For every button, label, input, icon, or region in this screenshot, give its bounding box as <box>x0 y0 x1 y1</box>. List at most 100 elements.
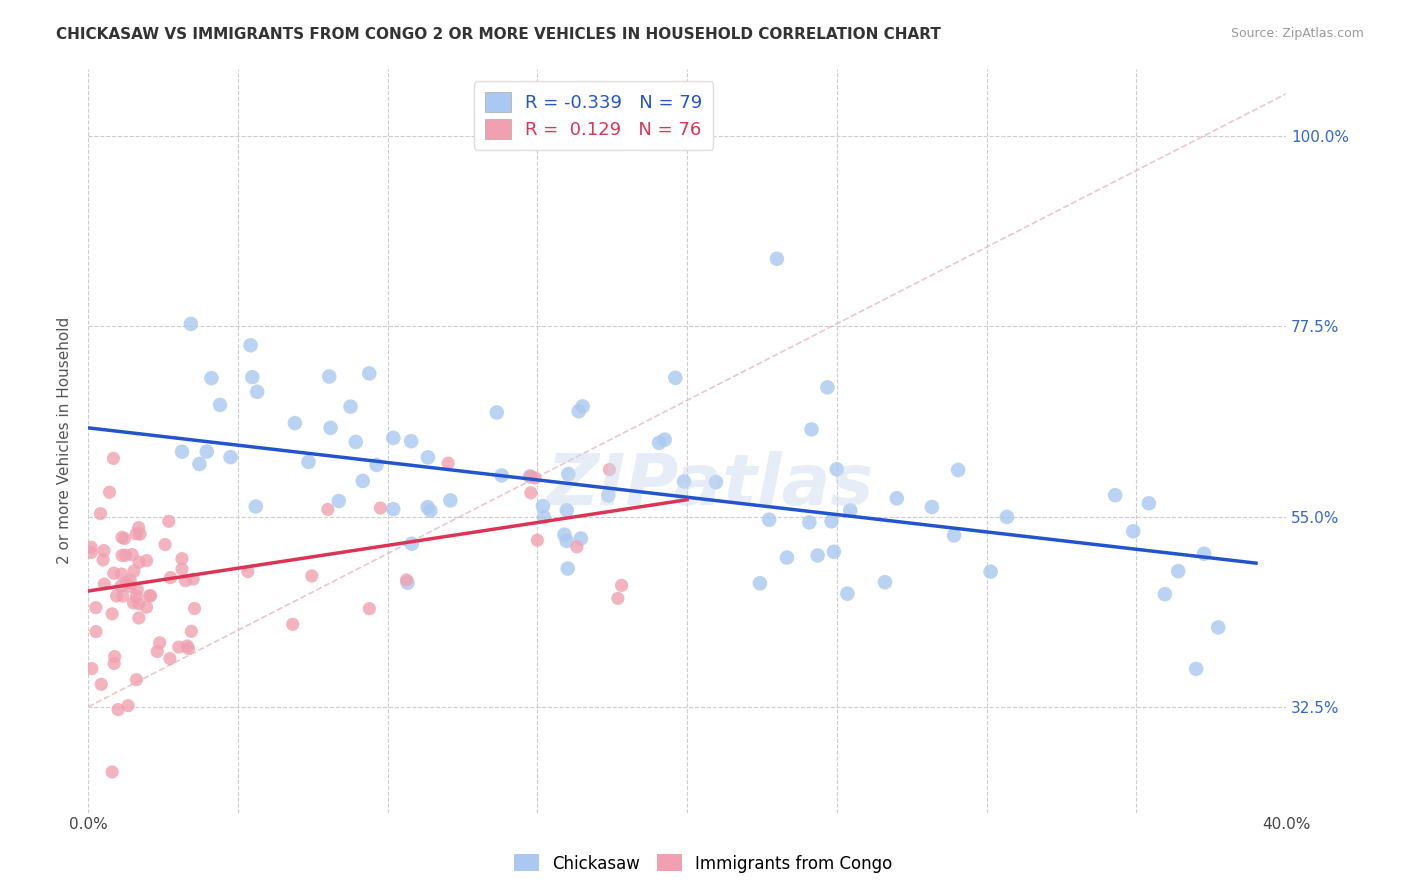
Point <box>114 548 136 562</box>
Point <box>598 462 620 476</box>
Point <box>138 589 160 603</box>
Point <box>366 458 388 472</box>
Point <box>180 317 202 331</box>
Point <box>104 649 127 664</box>
Point <box>246 384 269 399</box>
Point <box>946 463 969 477</box>
Point <box>648 435 671 450</box>
Point <box>101 607 124 621</box>
Point <box>520 469 543 483</box>
Point <box>125 526 148 541</box>
Point <box>526 533 548 548</box>
Point <box>284 416 307 430</box>
Point <box>115 575 138 590</box>
Point <box>519 469 541 483</box>
Point <box>107 703 129 717</box>
Point <box>209 398 232 412</box>
Point <box>820 514 842 528</box>
Point <box>318 369 340 384</box>
Point <box>110 579 132 593</box>
Point <box>188 457 211 471</box>
Point <box>485 405 508 419</box>
Point <box>90 677 112 691</box>
Point <box>382 431 405 445</box>
Point <box>80 545 103 559</box>
Legend: Chickasaw, Immigrants from Congo: Chickasaw, Immigrants from Congo <box>508 847 898 880</box>
Point <box>219 450 242 464</box>
Point <box>128 597 150 611</box>
Point <box>565 540 588 554</box>
Point <box>673 475 696 489</box>
Point <box>174 574 197 588</box>
Point <box>93 543 115 558</box>
Point <box>800 422 823 436</box>
Point <box>1154 587 1177 601</box>
Point <box>153 537 176 551</box>
Point <box>553 527 575 541</box>
Point <box>103 451 125 466</box>
Point <box>995 510 1018 524</box>
Point <box>80 540 103 554</box>
Point <box>401 537 423 551</box>
Point <box>352 474 374 488</box>
Point <box>120 580 142 594</box>
Point <box>101 764 124 779</box>
Point <box>766 252 789 266</box>
Point <box>183 601 205 615</box>
Point <box>531 499 554 513</box>
Point <box>170 444 193 458</box>
Point <box>419 504 441 518</box>
Point <box>117 698 139 713</box>
Point <box>873 575 896 590</box>
Point <box>159 571 181 585</box>
Point <box>120 574 142 588</box>
Point <box>654 433 676 447</box>
Point <box>533 510 555 524</box>
Point <box>807 549 830 563</box>
Text: ZIPatlas: ZIPatlas <box>547 450 875 520</box>
Point <box>520 485 543 500</box>
Point <box>176 639 198 653</box>
Point <box>825 462 848 476</box>
Point <box>416 500 439 515</box>
Point <box>103 657 125 671</box>
Point <box>980 565 1002 579</box>
Point <box>395 573 418 587</box>
Point <box>1185 662 1208 676</box>
Point <box>103 566 125 581</box>
Point <box>105 589 128 603</box>
Point <box>399 434 422 449</box>
Point <box>127 582 149 597</box>
Point <box>776 550 799 565</box>
Point <box>837 587 859 601</box>
Point <box>748 576 770 591</box>
Point <box>1104 488 1126 502</box>
Point <box>557 561 579 575</box>
Point <box>181 572 204 586</box>
Point <box>121 548 143 562</box>
Point <box>129 527 152 541</box>
Point <box>128 520 150 534</box>
Point <box>319 421 342 435</box>
Point <box>799 516 821 530</box>
Point <box>382 502 405 516</box>
Point <box>606 591 628 606</box>
Point <box>815 380 838 394</box>
Point <box>555 503 578 517</box>
Point <box>297 455 319 469</box>
Point <box>1167 564 1189 578</box>
Point <box>569 532 592 546</box>
Point <box>704 475 727 490</box>
Point <box>110 567 132 582</box>
Point <box>135 600 157 615</box>
Point <box>177 641 200 656</box>
Point <box>823 545 845 559</box>
Point <box>557 467 579 481</box>
Point <box>200 371 222 385</box>
Point <box>139 589 162 603</box>
Point <box>1206 620 1229 634</box>
Point <box>328 494 350 508</box>
Point <box>93 577 115 591</box>
Point <box>159 651 181 665</box>
Point <box>239 338 262 352</box>
